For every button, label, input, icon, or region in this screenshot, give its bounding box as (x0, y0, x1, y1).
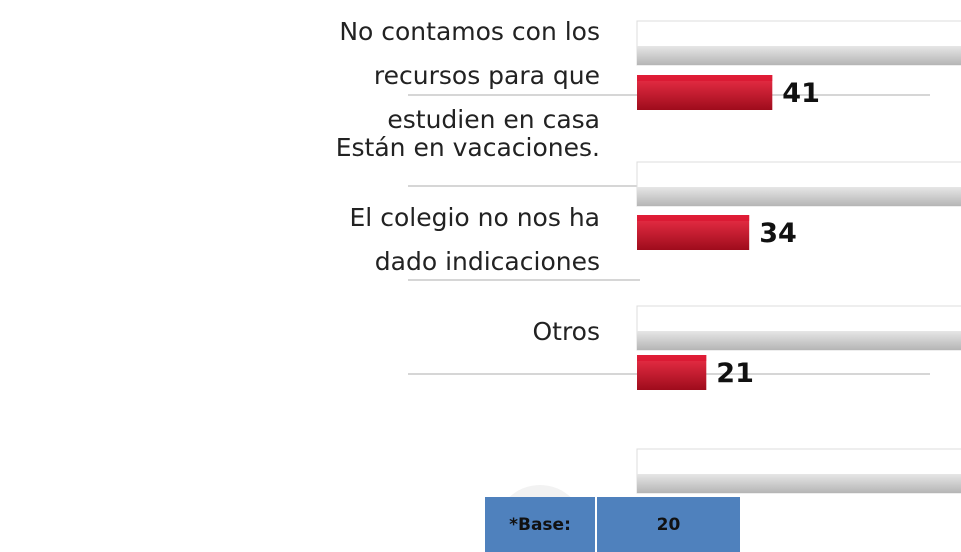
base-label: *Base: (485, 497, 595, 552)
category-label: El colegio no nos ha dado indicaciones (349, 203, 600, 276)
value-label: 34 (759, 218, 797, 249)
bar-highlight (637, 75, 773, 81)
bar-highlight (637, 215, 750, 221)
bar-highlight (637, 355, 707, 361)
value-label: 21 (716, 358, 754, 389)
category-label: No contamos con los recursos para que es… (339, 17, 600, 134)
category-label: Están en vacaciones. (335, 133, 600, 162)
background-bars (636, 20, 961, 494)
base-value: 20 (597, 497, 740, 552)
value-label: 41 (782, 78, 820, 109)
category-label: Otros (532, 317, 600, 346)
